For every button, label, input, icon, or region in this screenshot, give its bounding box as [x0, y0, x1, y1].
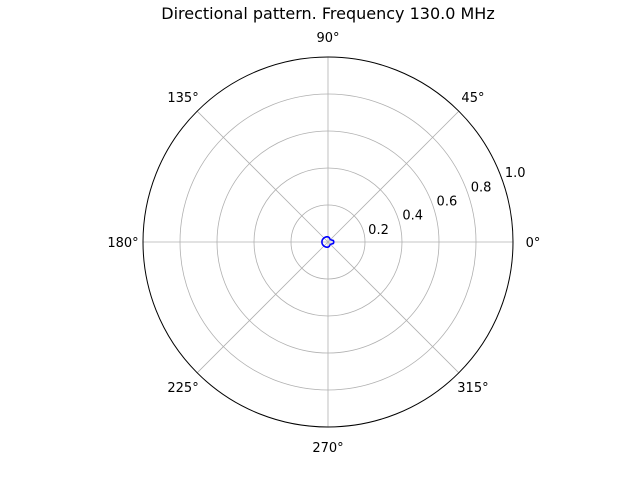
r-tick-label-1.0: 1.0: [505, 166, 526, 181]
r-gridline-0.8: [179, 93, 477, 391]
r-gridline-0.2: [290, 204, 366, 280]
series-layer: [321, 236, 335, 248]
theta-tick-label-0: 0°: [526, 236, 541, 251]
theta-tick-label-180: 180°: [107, 236, 138, 251]
polar-frame: [142, 56, 514, 428]
r-tick-label-0.4: 0.4: [402, 209, 423, 224]
r-tick-label-0.6: 0.6: [437, 195, 458, 210]
theta-tick-label-225: 225°: [167, 381, 198, 396]
theta-gridline-225: [196, 241, 329, 374]
chart-title: Directional pattern. Frequency 130.0 MHz: [161, 4, 494, 23]
r-gridline-0.6: [216, 130, 440, 354]
theta-tick-label-45: 45°: [461, 91, 484, 106]
series-line-pattern: [321, 236, 335, 248]
theta-tick-label-135: 135°: [167, 91, 198, 106]
theta-tick-label-315: 315°: [457, 381, 488, 396]
theta-gridline-135: [196, 110, 329, 243]
theta-gridline-45: [327, 110, 460, 243]
theta-gridline-315: [327, 241, 460, 374]
theta-tick-label-270: 270°: [312, 441, 343, 456]
tick-labels: 0° 45° 90° 135° 180° 225° 270° 315° 0.2 0.4 0.6 0.8…: [107, 31, 540, 456]
r-gridline-0.4: [253, 167, 403, 317]
polar-grid: [143, 57, 513, 427]
r-tick-label-0.2: 0.2: [368, 223, 389, 238]
r-tick-label-0.8: 0.8: [471, 180, 492, 195]
theta-tick-label-90: 90°: [316, 31, 339, 46]
